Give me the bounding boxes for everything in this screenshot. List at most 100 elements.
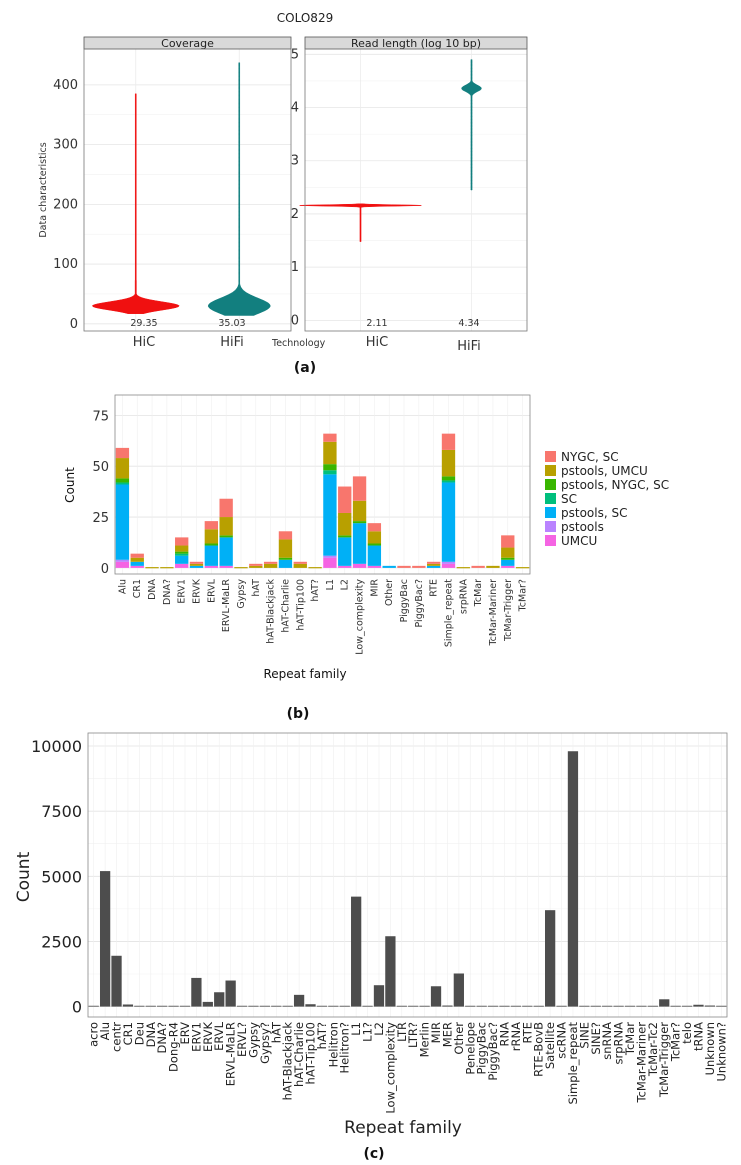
bar-alu — [99, 871, 111, 1007]
bar-hat-blackjack-nygc-sc — [263, 561, 278, 564]
bar-srprna-zero — [456, 567, 470, 569]
bar-simple-repeat — [567, 751, 579, 1007]
x-tick-penelope: Penelope — [463, 1022, 477, 1075]
read-length-strip-title: Read length (log 10 bp) — [351, 37, 481, 50]
bar-hat-charlie-pstools-sc — [278, 559, 293, 568]
x-tick-other: Other — [384, 579, 395, 606]
bar-low-complexity-pstools-umcu — [352, 500, 367, 522]
bar-erv1-pstools-nygc-sc — [175, 551, 189, 554]
bar-low-complexity-umcu — [352, 563, 367, 568]
x-tick-tcmar: TcMar — [473, 579, 484, 607]
bar-l1-sc — [323, 470, 337, 475]
bar-ervl-umcu — [204, 565, 219, 568]
panel-b: 0 25 50 75 Alu CR1 DNA DNA? ERV1 ERVK ERVL ERVL-Ma… — [63, 394, 669, 722]
bar-merlin — [419, 1005, 430, 1007]
bar-sine — [579, 1005, 590, 1007]
bar-l2-pstools-umcu — [338, 512, 352, 536]
bar-l1 — [362, 1005, 373, 1007]
bar-alu-pstools — [115, 559, 130, 562]
bar-other-pstools-sc — [382, 565, 396, 568]
coverage-grid: 0 100 200 300 400 — [53, 49, 291, 332]
x-tick-mir: MIR — [429, 1022, 443, 1043]
legend-key-pstools-nygc-sc — [545, 479, 556, 490]
panel-c-y-axis-title: Count — [14, 851, 34, 902]
bar-tcmar-tc2 — [647, 1005, 658, 1007]
coverage-strip-title: Coverage — [161, 37, 214, 50]
read-length-y-tick: 0 — [291, 313, 299, 328]
bar-ervl-pstools-nygc-sc — [204, 543, 219, 546]
x-tick-telo: telo — [680, 1022, 694, 1044]
x-tick-gypsy: Gypsy — [236, 579, 247, 609]
median-label-hic-coverage: 29.35 — [130, 318, 157, 329]
x-tick-mer: MER — [440, 1022, 454, 1047]
x-tick-alu: Alu — [98, 1022, 112, 1040]
bar-piggybac — [476, 1005, 487, 1007]
bar-simple-repeat-pstools-umcu — [441, 449, 456, 477]
bar-mir-pstools-umcu — [367, 531, 382, 544]
x-tick-erv1: ERV1 — [177, 579, 188, 604]
bar-tcmar-nygc-sc — [471, 565, 485, 568]
x-tick-dna: DNA — [144, 1022, 158, 1047]
x-tick-satellite: Satellite — [543, 1022, 557, 1069]
bar-hat-charlie — [293, 994, 305, 1007]
bar-l1-pstools-sc — [323, 474, 337, 556]
bar-dna — [145, 1005, 156, 1007]
x-tick-tcmar: TcMar? — [518, 579, 529, 612]
bar-ltr — [396, 1005, 407, 1007]
legend-label-pstools-nygc-sc: pstools, NYGC, SC — [561, 478, 669, 492]
bar-tcmar — [624, 1005, 636, 1007]
panel-b-border — [114, 394, 531, 575]
bar-low-complexity-pstools-nygc-sc — [352, 521, 367, 524]
x-tick-cr1: CR1 — [121, 1022, 135, 1045]
panel-c-grid: 0 2500 5000 7500 10000 — [31, 733, 727, 1017]
x-tick-tcmar-tc2: TcMar-Tc2 — [646, 1022, 660, 1077]
x-tick-erv1: ERV1 — [189, 1022, 203, 1052]
bar-ervl-pstools-sc — [204, 545, 219, 566]
bar-erv — [179, 1005, 191, 1007]
bar-low-complexity-pstools-sc — [352, 523, 367, 564]
bar-centr — [111, 955, 122, 1007]
legend-label-umcu: UMCU — [561, 534, 597, 548]
x-tick-unknown: Unknown — [703, 1022, 717, 1075]
bar-erv1-umcu — [175, 563, 189, 568]
bar-ervl-malr-pstools-nygc-sc — [219, 535, 233, 538]
coverage-y-tick: 0 — [70, 317, 78, 332]
bar-piggybac — [487, 1005, 499, 1007]
panel-b-y-tick: 50 — [92, 460, 109, 475]
bar-l1-nygc-sc — [323, 433, 337, 442]
panel-label-a: (a) — [294, 360, 316, 376]
x-tick-l1: L1? — [361, 1022, 375, 1042]
bar-l1 — [351, 896, 362, 1007]
bar-tcmar-trigger-pstools-umcu — [501, 547, 515, 558]
x-tick-hat: hAT — [269, 1021, 283, 1043]
bar-simple-repeat-umcu — [441, 563, 456, 568]
x-tick-rte: RTE — [520, 1022, 534, 1043]
read-length-y-tick: 3 — [291, 154, 299, 169]
x-tick-l1: L1 — [325, 579, 336, 590]
x-tick-tcmar-trigger: TcMar-Trigger — [657, 1022, 671, 1098]
coverage-y-tick: 400 — [53, 78, 78, 93]
bar-cr1-pstools-sc — [130, 561, 144, 566]
x-tick-tcmar-mariner: TcMar-Mariner — [634, 1022, 648, 1104]
read-length-y-tick: 5 — [291, 47, 299, 62]
bar-erv1-sc — [175, 553, 189, 556]
bar-trna — [693, 1004, 704, 1007]
bar-tcmar-mariner-pstools-umcu — [486, 565, 500, 568]
bar-cr1-umcu — [130, 565, 144, 568]
bar-snrna — [602, 1005, 613, 1007]
bar-hat-charlie-pstools-umcu — [278, 539, 293, 558]
legend-key-sc — [545, 493, 556, 504]
bar-ervl — [236, 1005, 248, 1007]
bar-unknown — [704, 1005, 716, 1007]
bar-hat-tip100-nygc-sc — [293, 561, 307, 564]
bar-ervk-pstools-sc — [189, 565, 204, 568]
bar-hat-tip100 — [305, 1004, 316, 1007]
bar-tcmar-trigger-nygc-sc — [501, 535, 515, 548]
coverage-violins — [91, 62, 271, 316]
x-tick-hat-blackjack: hAT-Blackjack — [281, 1022, 295, 1101]
x-tick-other: Other — [452, 1022, 466, 1055]
legend-label-pstools-umcu: pstools, UMCU — [561, 464, 648, 478]
x-tick-piggybac: PiggyBac — [399, 579, 410, 622]
bar-tcmar — [670, 1005, 681, 1007]
figure-title: COLO829 — [277, 11, 333, 25]
